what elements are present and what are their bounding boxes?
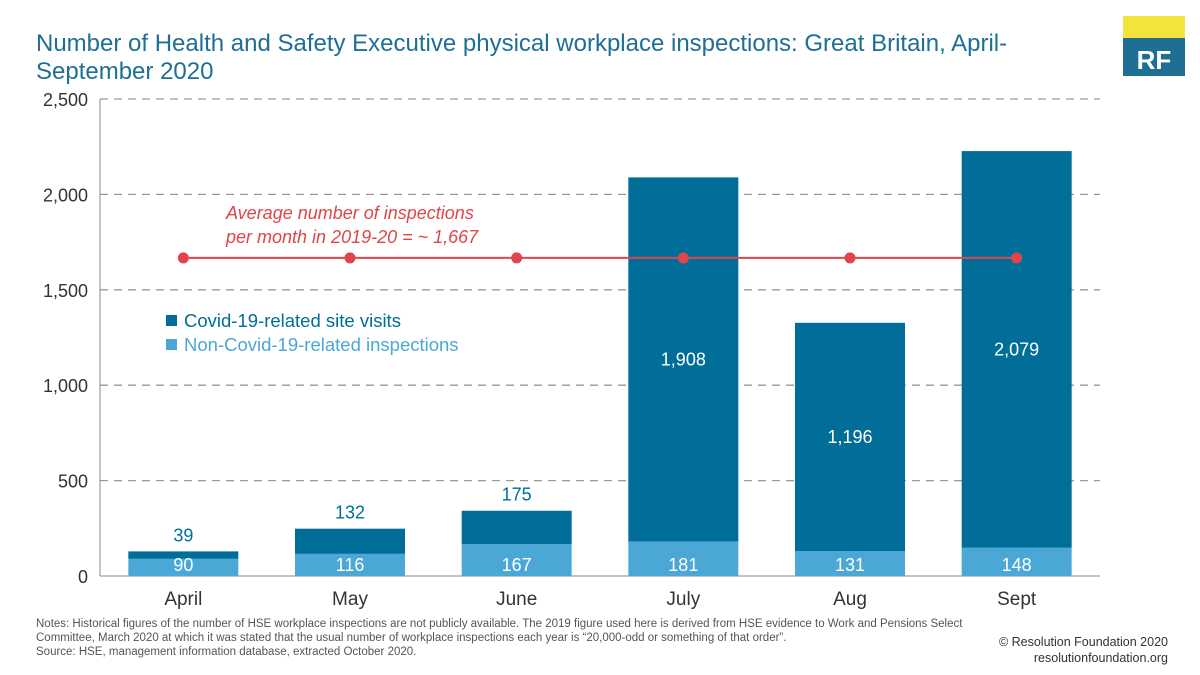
copyright-text: © Resolution Foundation 2020	[998, 635, 1168, 649]
bar-covid	[961, 151, 1072, 548]
x-tick-label: June	[496, 589, 537, 610]
rf-logo-accent	[1123, 16, 1185, 38]
average-annotation: per month in 2019-20 = ~ 1,667	[225, 227, 479, 247]
data-label-non-covid: 116	[336, 555, 365, 575]
data-label-non-covid: 167	[502, 555, 532, 575]
average-point	[844, 252, 856, 264]
x-tick-label: Sept	[997, 589, 1037, 610]
y-tick-label: 1,000	[43, 376, 88, 396]
average-point	[677, 252, 689, 264]
bar-covid	[795, 322, 905, 552]
x-tick-label: Aug	[833, 589, 867, 610]
bar-covid	[461, 510, 572, 545]
data-label-non-covid: 131	[835, 555, 865, 575]
legend-label: Covid-19-related site visits	[184, 310, 401, 331]
legend-swatch	[166, 315, 177, 326]
data-label-covid: 132	[335, 503, 365, 523]
bar-non-covid	[795, 551, 905, 576]
x-tick-label: April	[164, 589, 202, 610]
bar-non-covid	[628, 541, 739, 576]
notes-text: Notes: Historical figures of the number …	[36, 618, 963, 644]
website-text: resolutionfoundation.org	[1033, 651, 1168, 665]
copyright-block: © Resolution Foundation 2020 resolutionf…	[999, 634, 1168, 666]
legend-swatch	[166, 339, 177, 350]
average-point	[511, 252, 523, 264]
x-tick-label: May	[332, 589, 368, 610]
source-text: Source: HSE, management information data…	[36, 646, 417, 658]
bar-layer	[128, 151, 1072, 576]
average-point	[344, 252, 356, 264]
y-tick-label: 500	[58, 472, 88, 492]
bar-non-covid	[461, 544, 572, 576]
label-layer: 0 500 1,000 1,500 2,000 2,500 90 39 April 116 132 M…	[43, 90, 1039, 610]
x-tick-label: July	[666, 589, 700, 610]
bar-covid	[128, 551, 239, 559]
rf-logo: RF	[1123, 16, 1185, 76]
bar-covid	[628, 177, 739, 542]
legend-label: Non-Covid-19-related inspections	[184, 334, 459, 355]
data-label-non-covid: 148	[1002, 555, 1032, 575]
y-tick-label: 0	[78, 567, 88, 587]
bar-non-covid	[295, 553, 405, 576]
grid-layer	[99, 98, 1100, 577]
chart-notes: Notes: Historical figures of the number …	[36, 617, 996, 659]
rf-logo-text: RF	[1137, 45, 1172, 75]
y-tick-label: 2,500	[43, 90, 88, 110]
y-tick-label: 2,000	[43, 185, 88, 205]
data-label-covid: 39	[173, 525, 193, 545]
chart-title: Number of Health and Safety Executive ph…	[36, 30, 1008, 85]
average-point	[177, 252, 189, 264]
data-label-covid: 2,079	[994, 339, 1039, 359]
average-annotation: Average number of inspections	[225, 203, 474, 223]
data-label-covid: 175	[502, 485, 532, 505]
bar-covid	[295, 528, 405, 554]
legend: Covid-19-related site visits Non-Covid-19…	[166, 310, 459, 355]
data-label-covid: 1,908	[661, 349, 706, 369]
data-label-non-covid: 90	[173, 555, 193, 575]
rf-logo-accent-cut	[1123, 38, 1185, 40]
y-tick-label: 1,500	[43, 281, 88, 301]
bar-chart: 0 500 1,000 1,500 2,000 2,500 90 39 April 116 132 M…	[43, 90, 1100, 610]
bar-non-covid	[128, 558, 239, 576]
average-point	[1011, 252, 1023, 264]
bar-non-covid	[961, 547, 1072, 576]
data-label-non-covid: 181	[668, 555, 698, 575]
data-label-covid: 1,196	[827, 427, 872, 447]
average-line-layer	[177, 252, 1023, 264]
